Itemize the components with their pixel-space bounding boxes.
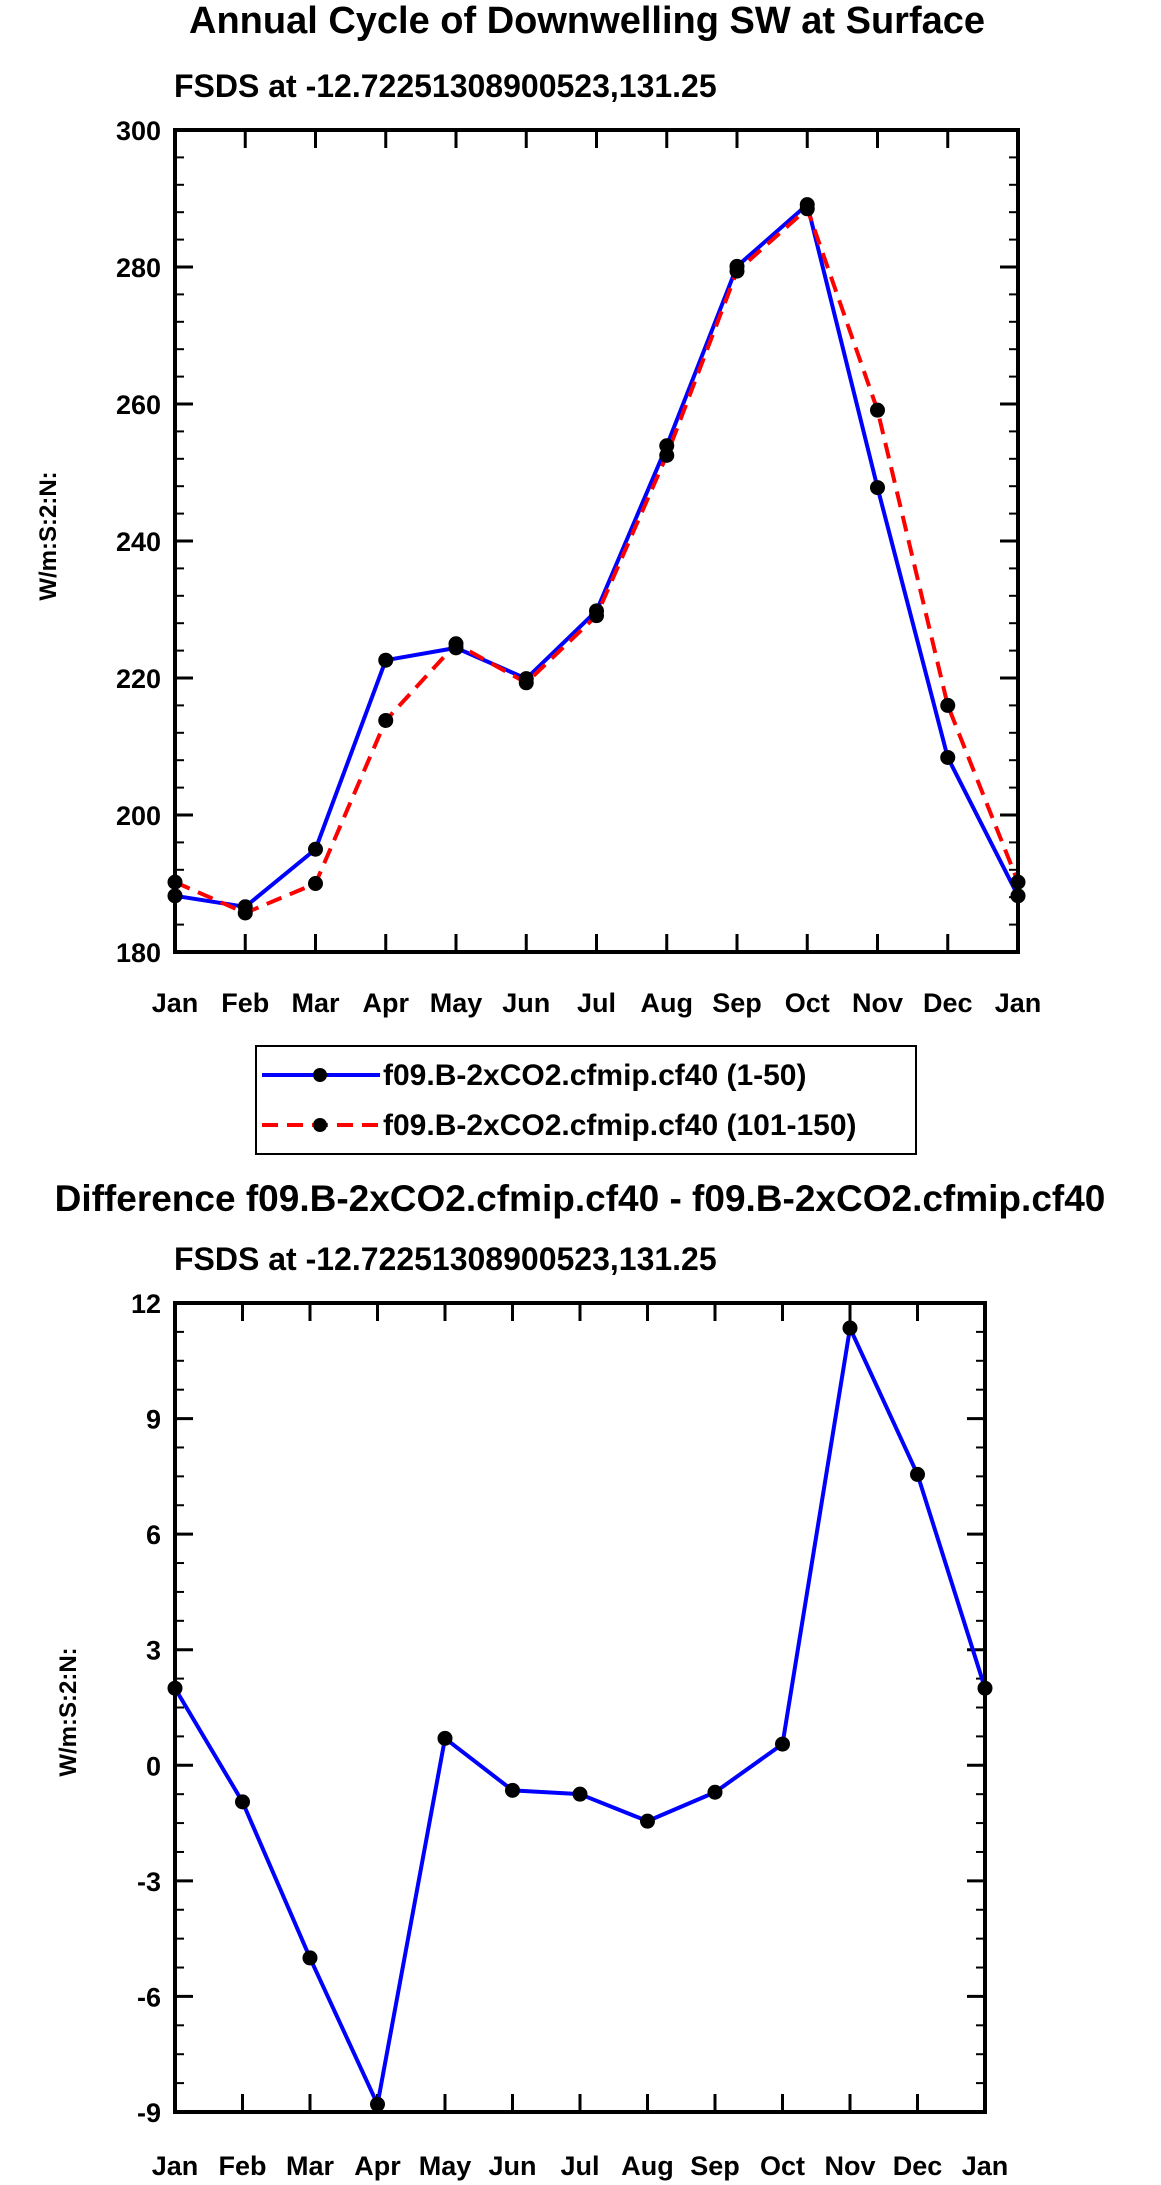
difference-chart: Difference f09.B-2xCO2.cfmip.cf40 - f09.…	[55, 1178, 1106, 2181]
x-tick-label: Jun	[488, 2151, 536, 2181]
data-point-series1	[870, 480, 885, 496]
x-tick-label: Aug	[621, 2151, 673, 2181]
data-point-series1	[437, 1730, 453, 1746]
data-point-series1	[302, 1950, 318, 1966]
chart2-subtitle: FSDS at -12.72251308900523,131.25	[174, 1241, 717, 1277]
data-point-series1	[370, 2096, 385, 2112]
x-tick-label: Jul	[577, 988, 616, 1018]
series-line-1	[174, 202, 1020, 909]
x-tick-label: May	[430, 988, 483, 1018]
data-point-series2	[237, 905, 253, 921]
data-point-series1	[505, 1782, 520, 1798]
x-tick-label: Feb	[221, 988, 269, 1018]
y-tick-label: 3	[146, 1636, 161, 1666]
y-tick-label: -3	[137, 1867, 161, 1897]
y-tick-label: 0	[146, 1751, 161, 1781]
x-tick-label: Sep	[690, 2151, 740, 2181]
data-point-series1	[640, 1813, 655, 1829]
data-point-series2	[448, 636, 464, 652]
series-line-1	[173, 1326, 987, 2107]
y-tick-label: -9	[137, 2098, 161, 2128]
x-tick-label: Apr	[354, 2151, 401, 2181]
y-tick-label: 280	[116, 253, 161, 283]
chart1-title: Annual Cycle of Downwelling SW at Surfac…	[189, 0, 985, 42]
chart2-y-tick-labels: -9 -6 -3 0 3 6 9 12	[131, 1289, 161, 2128]
legend-series1-label: f09.B-2xCO2.cfmip.cf40 (1-50)	[383, 1059, 807, 1092]
chart1-x-tick-labels: Jan Feb Mar Apr May Jun Jul Aug Sep Oct Nov Dec Jan	[152, 988, 1042, 1018]
x-tick-label: Jan	[995, 988, 1042, 1018]
chart2-y-axis-label: W/m:S:2:N:	[55, 1647, 82, 1776]
data-point-series1	[378, 652, 394, 668]
data-point-series2	[870, 402, 885, 418]
chart2-ticks	[173, 1301, 987, 2114]
annual-cycle-chart: Annual Cycle of Downwelling SW at Surfac…	[35, 0, 1041, 1018]
x-tick-label: Jun	[502, 988, 550, 1018]
data-point-series1	[940, 749, 956, 765]
data-point-series2	[659, 447, 675, 463]
x-tick-label: Mar	[286, 2151, 335, 2181]
data-point-series2	[729, 263, 745, 279]
y-tick-label: 220	[116, 664, 161, 694]
chart2-x-tick-labels: Jan Feb Mar Apr May Jun Jul Aug Sep Oct Nov Dec Jan	[152, 2151, 1009, 2181]
y-tick-label: -6	[137, 1982, 161, 2012]
data-point-series1	[842, 1320, 858, 1336]
x-tick-label: Oct	[785, 988, 830, 1018]
x-tick-label: Sep	[712, 988, 762, 1018]
x-tick-label: Aug	[641, 988, 693, 1018]
legend-series1-marker	[313, 1068, 327, 1082]
data-point-series1	[707, 1784, 723, 1800]
x-tick-label: Jan	[152, 988, 199, 1018]
data-point-series2	[308, 876, 323, 891]
y-tick-label: 6	[146, 1520, 161, 1550]
x-tick-label: Dec	[923, 988, 973, 1018]
series-line-2	[174, 206, 1020, 915]
chart2-plot-frame	[173, 1301, 987, 2114]
data-point-series2	[518, 675, 534, 691]
data-point-series2	[940, 697, 956, 713]
y-tick-label: 180	[116, 938, 161, 968]
chart2-series	[167, 1320, 993, 2112]
x-tick-label: Oct	[760, 2151, 805, 2181]
data-point-series1	[775, 1736, 790, 1752]
x-tick-label: Jan	[152, 2151, 199, 2181]
x-tick-label: Jul	[560, 2151, 599, 2181]
chart1-series	[167, 197, 1026, 921]
legend-series2-label: f09.B-2xCO2.cfmip.cf40 (101-150)	[383, 1109, 857, 1142]
y-tick-label: 200	[116, 801, 161, 831]
data-point-series2	[378, 712, 394, 728]
chart1-legend[interactable]: f09.B-2xCO2.cfmip.cf40 (1-50) f09.B-2xCO…	[255, 1045, 917, 1155]
x-tick-label: Mar	[291, 988, 340, 1018]
x-tick-label: May	[419, 2151, 472, 2181]
y-tick-label: 260	[116, 390, 161, 420]
x-tick-label: Feb	[218, 2151, 266, 2181]
chart1-plot-frame	[173, 128, 1020, 954]
x-tick-label: Nov	[852, 988, 903, 1018]
chart2-title: Difference f09.B-2xCO2.cfmip.cf40 - f09.…	[55, 1178, 1106, 1219]
legend-series2-marker	[313, 1118, 327, 1132]
y-tick-label: 9	[146, 1405, 161, 1435]
data-point-series1	[910, 1466, 925, 1482]
data-point-series2	[799, 201, 815, 217]
chart1-subtitle: FSDS at -12.72251308900523,131.25	[174, 68, 717, 104]
y-tick-label: 240	[116, 527, 161, 557]
chart1-y-axis-label: W/m:S:2:N:	[35, 471, 62, 600]
x-tick-label: Dec	[893, 2151, 943, 2181]
x-tick-label: Jan	[962, 2151, 1009, 2181]
data-point-series1	[235, 1794, 250, 1810]
legend-item-series1[interactable]: f09.B-2xCO2.cfmip.cf40 (1-50)	[262, 1059, 807, 1092]
y-tick-label: 12	[131, 1289, 161, 1319]
legend-box	[255, 1045, 917, 1155]
chart1-y-tick-labels: 180 200 220 240 260 280 300	[116, 116, 161, 968]
y-tick-label: 300	[116, 116, 161, 146]
data-point-series2	[589, 608, 604, 624]
x-tick-label: Nov	[824, 2151, 875, 2181]
data-point-series1	[308, 841, 323, 857]
data-point-series1	[572, 1786, 588, 1802]
legend-item-series2[interactable]: f09.B-2xCO2.cfmip.cf40 (101-150)	[262, 1109, 857, 1142]
x-tick-label: Apr	[363, 988, 410, 1018]
